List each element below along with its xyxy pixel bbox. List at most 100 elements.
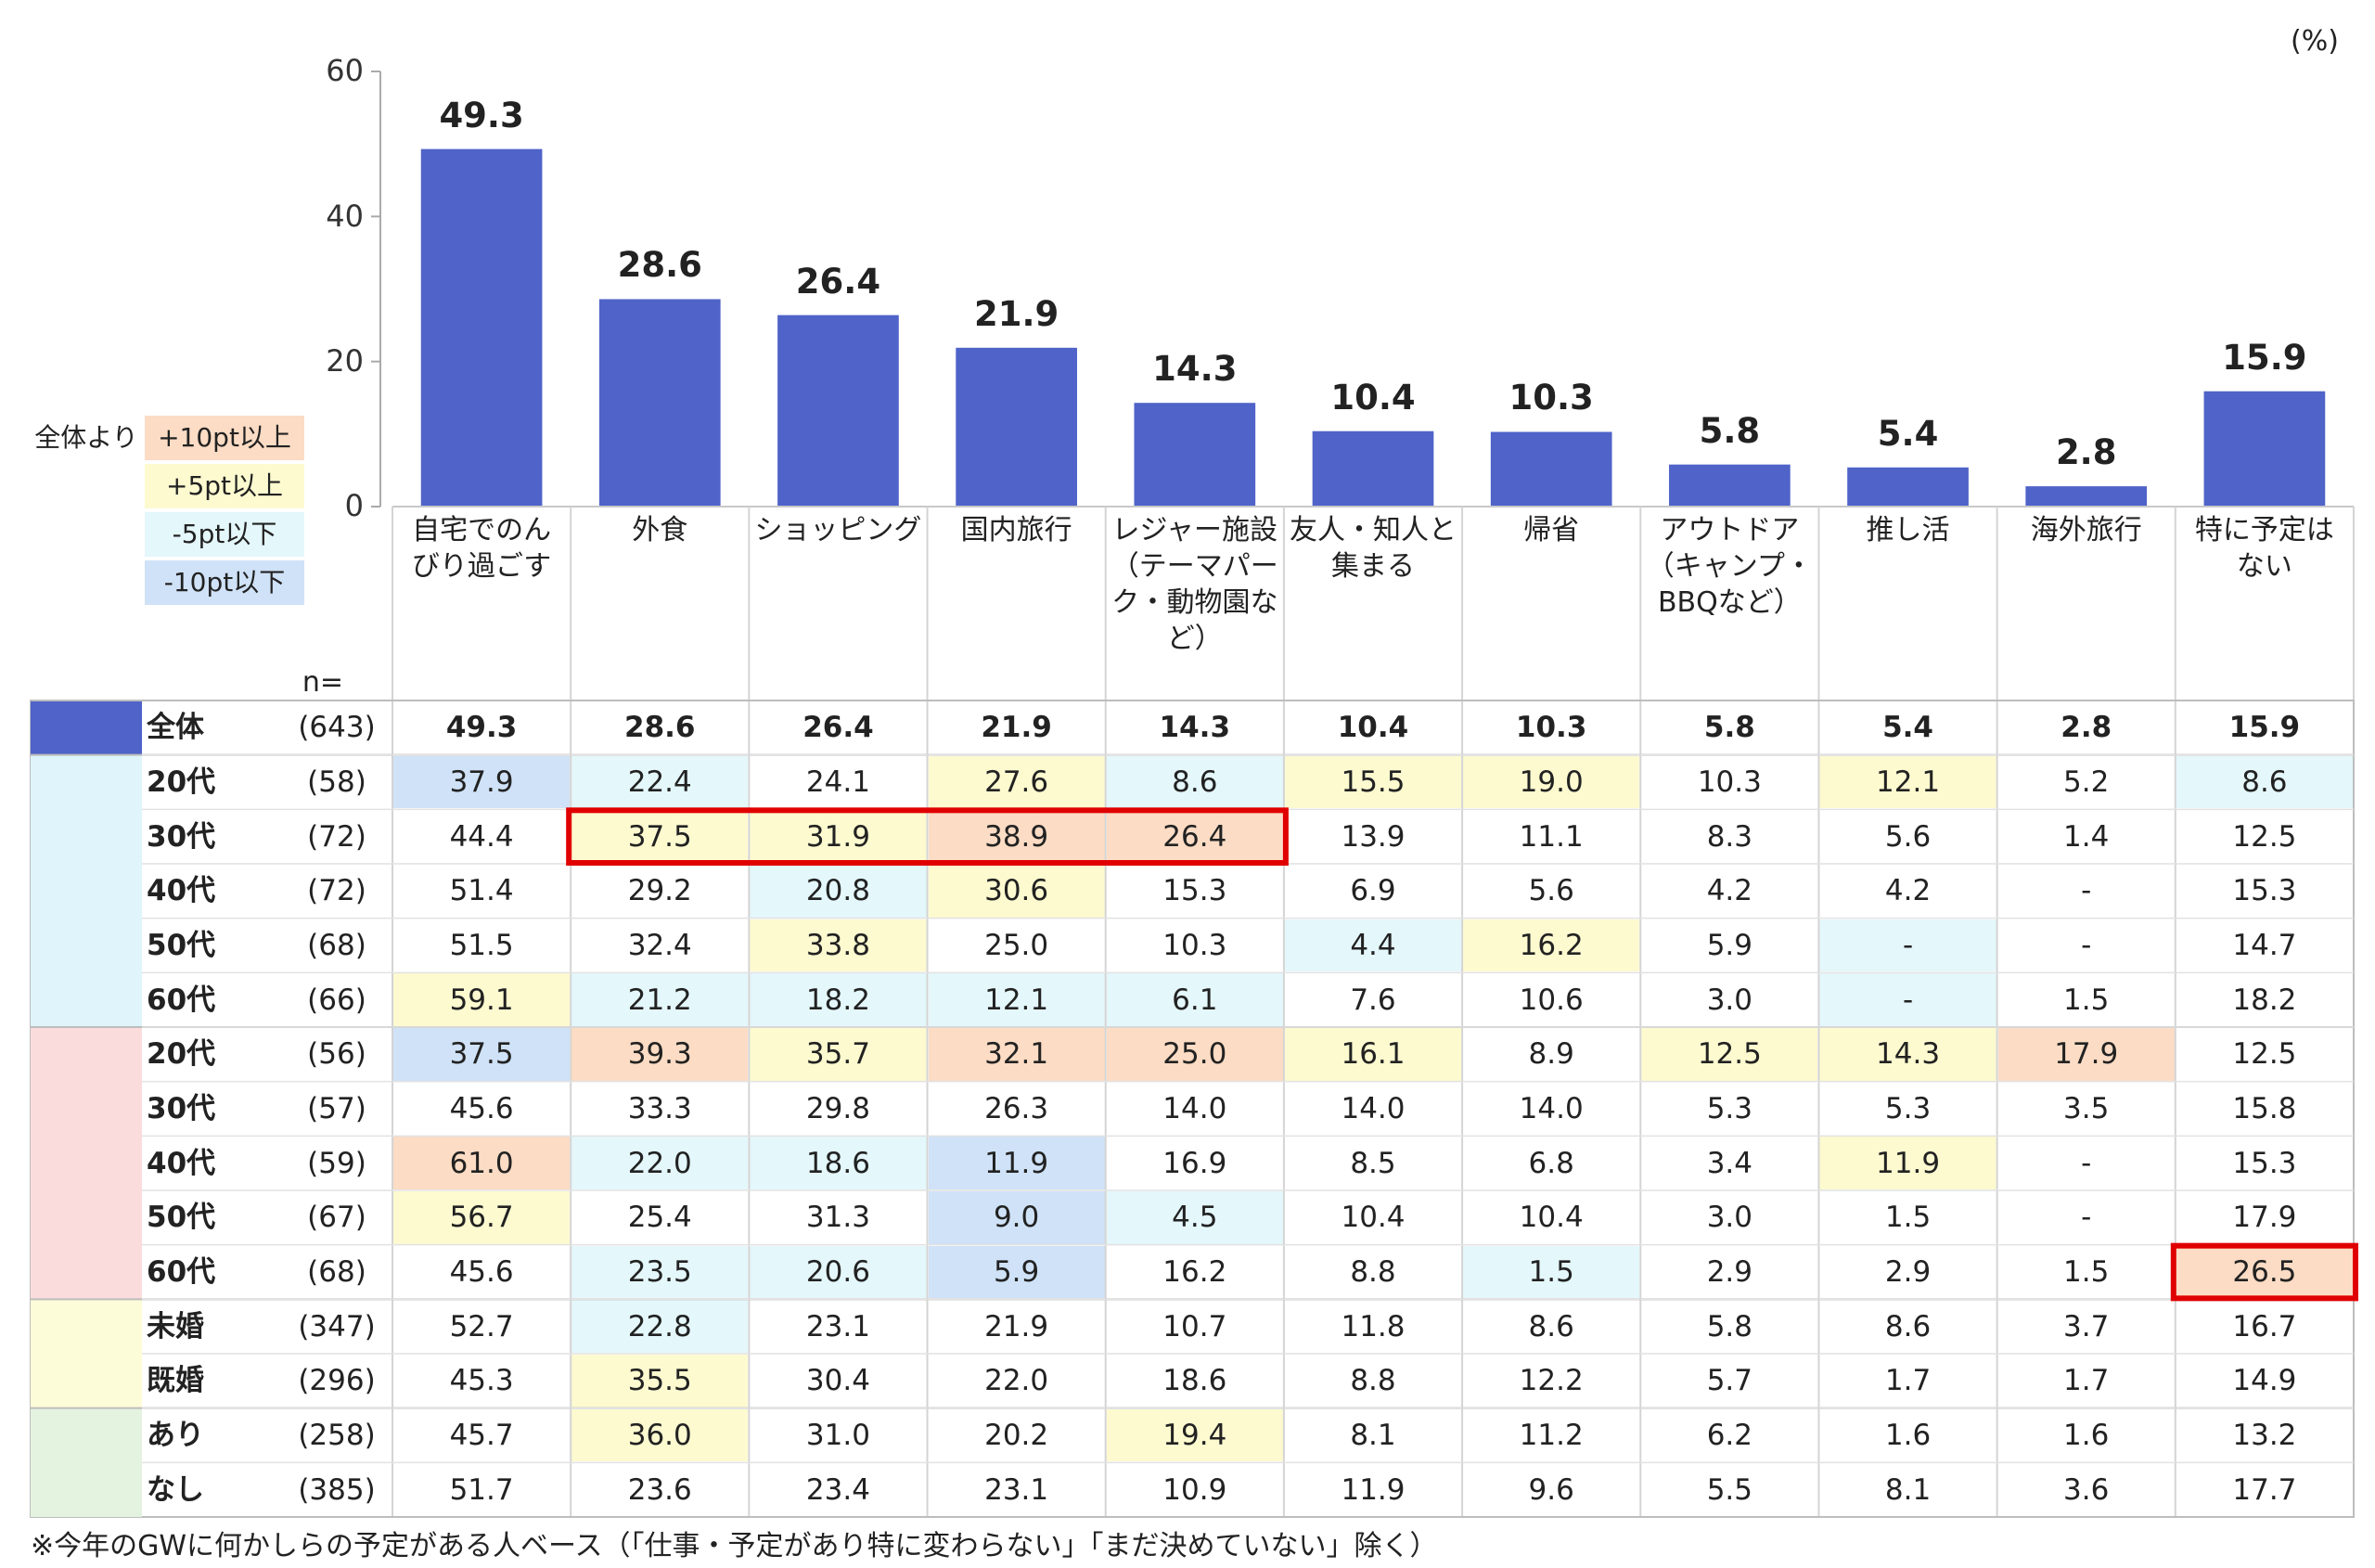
table-cell: 5.5 <box>1706 1472 1752 1507</box>
row-label: 40代 <box>147 874 216 908</box>
table-cell: 26.5 <box>2176 1245 2353 1299</box>
row-n: (57) <box>307 1091 366 1125</box>
bar-value-label: 21.9 <box>973 293 1059 334</box>
table-cell: 3.6 <box>2063 1472 2110 1507</box>
table-cell: 12.1 <box>1819 755 1996 809</box>
table-cell: 16.7 <box>2232 1309 2297 1343</box>
table-cell: 3.0 <box>1706 983 1752 1017</box>
table-cell: 49.3 <box>445 711 518 745</box>
table-cell: 18.6 <box>750 1137 927 1189</box>
table-cell: 1.5 <box>2063 1254 2110 1289</box>
bar <box>598 299 721 507</box>
table-cell: 59.1 <box>393 973 571 1026</box>
category-label: 友人・知人と 集まる <box>1289 514 1457 583</box>
table-cell: 29.2 <box>627 874 692 908</box>
table-cell: 14.0 <box>1162 1091 1227 1125</box>
bar-value-label: 49.3 <box>439 95 524 135</box>
table-cell: 51.7 <box>449 1472 514 1507</box>
bar <box>420 148 543 507</box>
table-cell: 23.6 <box>627 1472 692 1507</box>
row-n: (66) <box>307 983 366 1017</box>
table-cell: 5.9 <box>1706 928 1752 962</box>
bar <box>2203 391 2326 507</box>
y-tick-label: 40 <box>326 198 364 234</box>
bar <box>1134 403 1256 507</box>
table-cell: 45.7 <box>449 1418 514 1452</box>
table-cell: - <box>1819 919 1996 972</box>
table-cell: 3.7 <box>2063 1309 2110 1343</box>
table-cell: 5.4 <box>1882 711 1933 745</box>
table-cell: 8.1 <box>1884 1472 1932 1507</box>
row-label: 50代 <box>147 1201 216 1235</box>
table-cell: 6.2 <box>1706 1418 1752 1452</box>
table-cell: 10.3 <box>1162 928 1227 962</box>
table-cell: 18.2 <box>750 973 927 1026</box>
category-label: レジャー施設 （テーマパー ク・動物園な ど） <box>1110 514 1278 655</box>
table-cell: 14.7 <box>2232 928 2297 962</box>
y-tick-label: 60 <box>326 53 364 89</box>
table-cell: 16.2 <box>1162 1254 1227 1289</box>
category-label: アウトドア （キャンプ・ BBQなど） <box>1646 514 1813 619</box>
legend-title: 全体より <box>34 421 138 453</box>
table-cell: 33.3 <box>627 1091 692 1125</box>
category-label: 自宅でのん びり過ごす <box>411 514 552 583</box>
table-cell: 9.6 <box>1528 1472 1574 1507</box>
row-label: 40代 <box>147 1146 216 1180</box>
table-cell: 3.4 <box>1706 1146 1752 1180</box>
table-cell: 21.9 <box>981 711 1052 745</box>
y-tick-label: 0 <box>344 488 364 524</box>
table-cell: 10.6 <box>1519 983 1584 1017</box>
table-cell: 1.6 <box>2063 1418 2110 1452</box>
table-cell: 3.5 <box>2063 1091 2110 1125</box>
row-n: (385) <box>298 1472 376 1507</box>
table-cell: 45.6 <box>449 1254 514 1289</box>
bar <box>2025 486 2148 507</box>
legend-item: +10pt以上 <box>145 416 304 460</box>
table-cell: 3.0 <box>1706 1201 1752 1235</box>
group-label: 女性 <box>58 1146 113 1178</box>
table-cell: 14.3 <box>1159 711 1231 745</box>
table-cell: 4.2 <box>1706 874 1752 908</box>
table-cell: 11.9 <box>1819 1137 1996 1189</box>
table-cell: 51.5 <box>449 928 514 962</box>
table-cell: 8.9 <box>1528 1037 1574 1072</box>
row-label: 未婚 <box>147 1309 204 1343</box>
table-cell: 10.3 <box>1515 711 1587 745</box>
category-label: 帰省 <box>1523 514 1580 546</box>
table-cell: 45.3 <box>449 1364 514 1398</box>
table-cell: 33.8 <box>750 919 927 972</box>
table-cell: 51.4 <box>449 874 514 908</box>
group-label: 未既婚 <box>45 1337 127 1369</box>
table-cell: 30.4 <box>805 1364 870 1398</box>
table-cell: 5.9 <box>928 1245 1105 1299</box>
table-cell: 8.1 <box>1350 1418 1396 1452</box>
table-cell: 14.9 <box>2232 1364 2297 1398</box>
table-cell: 1.7 <box>1884 1364 1932 1398</box>
row-label: なし <box>147 1472 204 1507</box>
table-cell: - <box>2081 928 2092 962</box>
table-cell: 25.0 <box>1106 1028 1283 1081</box>
table-cell: 11.9 <box>1341 1472 1406 1507</box>
table-cell: 12.2 <box>1519 1364 1584 1398</box>
table-cell: 6.9 <box>1350 874 1396 908</box>
table-cell: 26.4 <box>802 711 874 745</box>
table-cell: 10.9 <box>1162 1472 1227 1507</box>
row-label: 50代 <box>147 928 216 962</box>
bar-value-label: 5.4 <box>1877 413 1939 454</box>
table-cell: 19.4 <box>1106 1408 1283 1462</box>
table-cell: 45.6 <box>449 1091 514 1125</box>
category-label: ショッピング <box>754 514 922 546</box>
table-cell: 17.9 <box>1997 1028 2175 1081</box>
table-cell: 8.8 <box>1350 1254 1396 1289</box>
table-cell: 10.4 <box>1341 1201 1406 1235</box>
bar-value-label: 28.6 <box>617 245 702 286</box>
table-cell: 2.9 <box>1884 1254 1932 1289</box>
table-cell: 11.8 <box>1341 1309 1406 1343</box>
table-cell: 2.8 <box>2060 711 2112 745</box>
table-cell: 35.5 <box>571 1355 749 1407</box>
table-cell: 12.5 <box>2232 1037 2297 1072</box>
table-cell: 56.7 <box>393 1191 571 1244</box>
category-label: 特に予定は ない <box>2194 514 2334 583</box>
row-n: (67) <box>307 1201 366 1235</box>
table-cell: 29.8 <box>805 1091 870 1125</box>
